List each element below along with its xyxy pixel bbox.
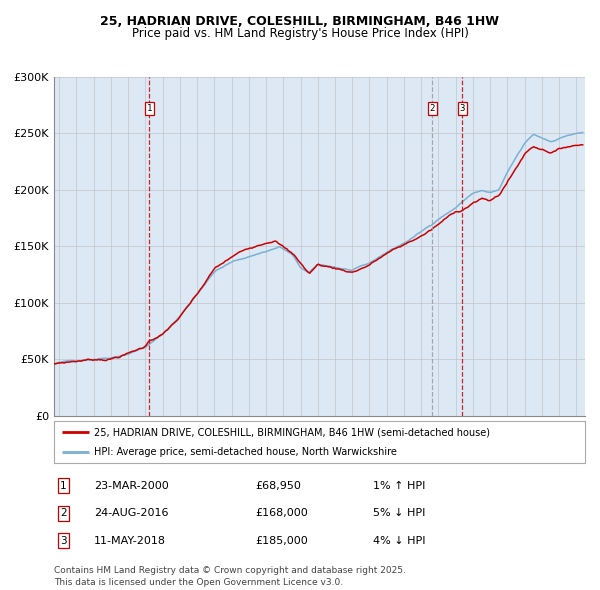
- Text: £168,000: £168,000: [256, 508, 308, 518]
- Text: 23-MAR-2000: 23-MAR-2000: [94, 481, 169, 491]
- Text: 24-AUG-2016: 24-AUG-2016: [94, 508, 169, 518]
- Text: 2: 2: [60, 508, 67, 518]
- Text: 2: 2: [430, 104, 435, 113]
- Text: £185,000: £185,000: [256, 536, 308, 546]
- Text: 1% ↑ HPI: 1% ↑ HPI: [373, 481, 425, 491]
- Text: 1: 1: [146, 104, 152, 113]
- Text: 25, HADRIAN DRIVE, COLESHILL, BIRMINGHAM, B46 1HW: 25, HADRIAN DRIVE, COLESHILL, BIRMINGHAM…: [101, 15, 499, 28]
- Text: Price paid vs. HM Land Registry's House Price Index (HPI): Price paid vs. HM Land Registry's House …: [131, 27, 469, 40]
- Text: £68,950: £68,950: [256, 481, 302, 491]
- Text: 1: 1: [60, 481, 67, 491]
- Text: 25, HADRIAN DRIVE, COLESHILL, BIRMINGHAM, B46 1HW (semi-detached house): 25, HADRIAN DRIVE, COLESHILL, BIRMINGHAM…: [94, 427, 490, 437]
- Text: 11-MAY-2018: 11-MAY-2018: [94, 536, 166, 546]
- Text: Contains HM Land Registry data © Crown copyright and database right 2025.
This d: Contains HM Land Registry data © Crown c…: [54, 566, 406, 587]
- Text: 3: 3: [460, 104, 465, 113]
- Text: 5% ↓ HPI: 5% ↓ HPI: [373, 508, 425, 518]
- Text: HPI: Average price, semi-detached house, North Warwickshire: HPI: Average price, semi-detached house,…: [94, 447, 397, 457]
- Text: 4% ↓ HPI: 4% ↓ HPI: [373, 536, 425, 546]
- Text: 3: 3: [60, 536, 67, 546]
